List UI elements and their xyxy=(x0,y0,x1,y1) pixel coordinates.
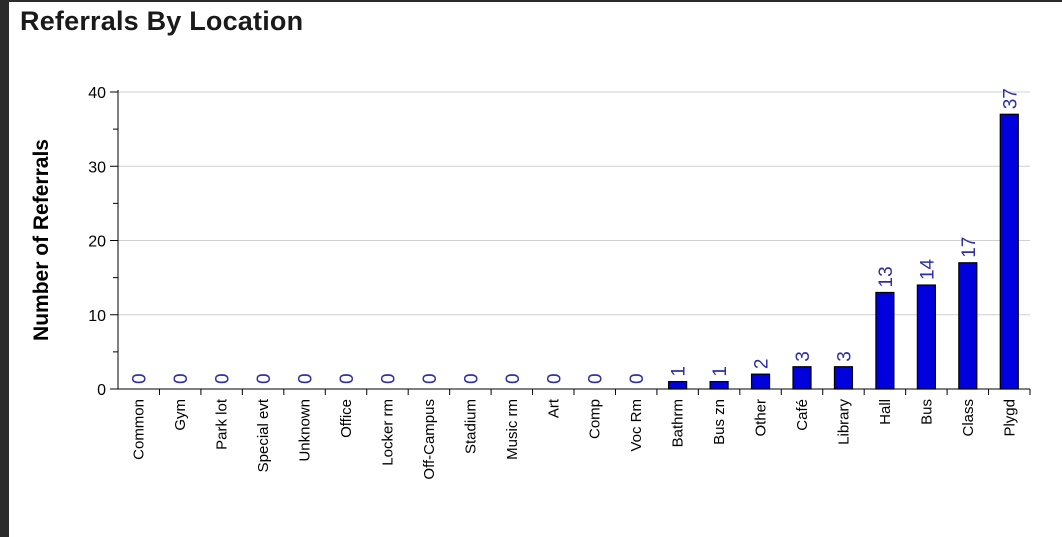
bar-value-label: 0 xyxy=(503,373,524,384)
bar xyxy=(833,366,854,390)
y-tick-label: 0 xyxy=(97,382,106,399)
y-tick-label: 20 xyxy=(88,234,106,251)
y-tick-label: 40 xyxy=(88,85,106,102)
bar xyxy=(750,373,771,390)
bar-value-label: 0 xyxy=(254,373,275,384)
bar-value-label: 0 xyxy=(627,373,648,384)
category-label: Art xyxy=(545,398,562,418)
bar xyxy=(709,380,729,390)
category-label: Gym xyxy=(172,399,189,431)
bar xyxy=(916,284,936,390)
category-label: Café xyxy=(794,399,811,431)
bars xyxy=(668,113,1019,390)
bar-value-label: 0 xyxy=(130,373,151,384)
category-label: Park lot xyxy=(214,398,231,450)
bar-value-label: 0 xyxy=(461,373,482,384)
panel-border-left xyxy=(0,0,9,537)
category-label: Special evt xyxy=(255,398,272,472)
category-label: Plygd xyxy=(1001,399,1018,437)
y-axis-label: Number of Referrals xyxy=(30,139,53,341)
bar xyxy=(792,366,812,390)
bar xyxy=(999,113,1019,390)
bar-value-label: 0 xyxy=(171,373,192,384)
bar-value-label: 2 xyxy=(752,359,773,370)
bar-value-label: 17 xyxy=(959,237,980,258)
bar xyxy=(958,262,978,390)
bar-value-label: 1 xyxy=(710,366,731,377)
bar-value-label: 3 xyxy=(834,351,855,362)
category-label: Comp xyxy=(587,399,604,439)
bar-value-label: 0 xyxy=(420,373,441,384)
bar-value-label: 37 xyxy=(1000,88,1021,109)
bar-value-label: 0 xyxy=(378,373,399,384)
category-label: Hall xyxy=(877,399,894,425)
bar-value-label: 0 xyxy=(337,373,358,384)
y-tick-label: 10 xyxy=(88,308,106,325)
category-label: Bus zn xyxy=(711,399,728,445)
bar-value-label: 0 xyxy=(544,373,565,384)
category-label: Other xyxy=(753,399,770,437)
category-label: Off-Campus xyxy=(421,399,438,480)
category-label: Voc Rm xyxy=(628,399,645,452)
category-label: Library xyxy=(835,399,852,445)
bar-value-label: 0 xyxy=(213,373,234,384)
panel-border-top xyxy=(0,0,1062,2)
chart-title: Referrals By Location xyxy=(20,6,304,36)
bar-value-label: 0 xyxy=(586,373,607,384)
category-label: Bus xyxy=(918,399,935,425)
category-label: Class xyxy=(960,399,977,437)
bar-value-label: 14 xyxy=(917,258,938,280)
bar-value-label: 0 xyxy=(296,373,317,384)
category-label: Locker rm xyxy=(379,399,396,466)
category-label: Office xyxy=(338,399,355,438)
y-tick-label: 30 xyxy=(88,159,106,176)
bar-value-label: 13 xyxy=(876,266,897,287)
category-label: Common xyxy=(131,399,148,460)
category-label: Unknown xyxy=(297,399,314,462)
bar xyxy=(668,380,688,390)
bar-value-label: 3 xyxy=(793,351,814,362)
category-label: Stadium xyxy=(462,399,479,454)
bar-value-label: 1 xyxy=(669,366,690,377)
category-labels: Common Gym Park lot Special evt Unknown Offic… xyxy=(131,398,1019,479)
bar xyxy=(875,291,895,390)
category-label: Bathrm xyxy=(670,399,687,447)
value-labels: 0 0 0 0 0 0 0 0 0 0 0 0 0 1 1 2 3 3 13 14 17 37 xyxy=(130,88,1022,384)
category-label: Music rm xyxy=(504,399,521,460)
